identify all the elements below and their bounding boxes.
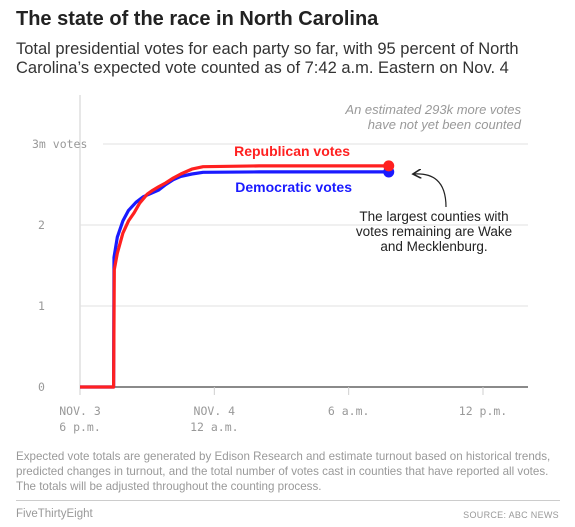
methodology-footnote: Expected vote totals are generated by Ed…	[16, 450, 551, 493]
republican-series-label: Republican votes	[234, 143, 350, 159]
x-tick-label-line: 6 a.m.	[328, 404, 370, 418]
republican-votes-endpoint	[383, 160, 395, 172]
republican-votes-line	[80, 164, 387, 389]
x-tick-label-line: 6 p.m.	[59, 420, 101, 434]
brand-logo-text: FiveThirtyEight	[16, 508, 93, 520]
x-tick-label-line: NOV. 4	[194, 404, 236, 418]
counties-annotation: The largest counties with votes remaining…	[356, 209, 512, 254]
y-tick-label: 0	[38, 380, 45, 394]
remaining-votes-annotation: An estimated 293k more votes have not yet…	[344, 102, 521, 132]
x-tick-label-line: 12 p.m.	[459, 404, 507, 418]
y-tick-label: 3m votes	[32, 137, 87, 151]
x-tick-label: 6 a.m.	[328, 404, 370, 418]
chart-subtitle: Total presidential votes for each party …	[16, 40, 519, 77]
x-tick-label: NOV. 4 12 a.m.	[190, 404, 238, 434]
counties-annotation-line: and Mecklenburg.	[380, 239, 487, 254]
counties-annotation-line: The largest counties with	[359, 209, 508, 224]
x-tick-label: 12 p.m.	[459, 404, 507, 418]
x-tick-label-line: 12 a.m.	[190, 420, 238, 434]
remaining-votes-line: An estimated 293k more votes	[344, 102, 521, 117]
x-tick-label-line: NOV. 3	[59, 404, 101, 418]
source-credit: SOURCE: ABC NEWS	[463, 510, 559, 520]
annotation-arrow	[414, 174, 447, 208]
y-tick-label: 2	[38, 218, 45, 232]
democratic-votes-line	[80, 170, 387, 389]
footer-divider	[16, 500, 560, 501]
counties-annotation-line: votes remaining are Wake	[356, 224, 512, 239]
vote-count-chart: 0 1 2 3m votes NOV. 3 6 p.m. NOV. 4 12 a.m. 6 a.…	[32, 95, 528, 434]
y-tick-label: 1	[38, 299, 45, 313]
remaining-votes-line: have not yet been counted	[368, 117, 522, 132]
democratic-series-label: Democratic votes	[235, 179, 352, 195]
x-tick-label: NOV. 3 6 p.m.	[59, 404, 101, 434]
chart-title: The state of the race in North Carolina	[16, 8, 379, 30]
